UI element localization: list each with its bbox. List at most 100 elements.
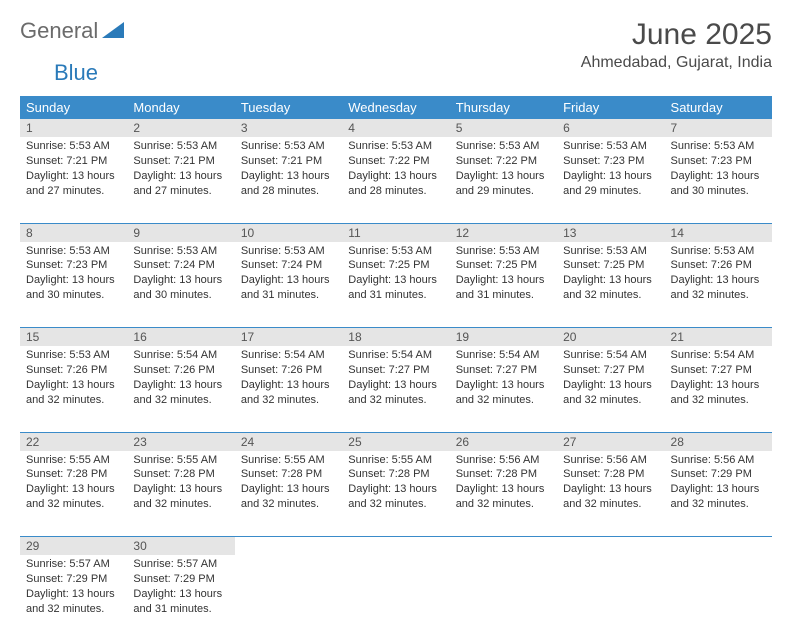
- day-number-cell: 17: [235, 328, 342, 347]
- day-number-cell: 21: [665, 328, 772, 347]
- day-number-cell: 6: [557, 119, 664, 137]
- weekday-header: Sunday: [20, 96, 127, 119]
- day-content-cell: Sunrise: 5:53 AMSunset: 7:24 PMDaylight:…: [235, 242, 342, 328]
- day-content-cell: [557, 555, 664, 641]
- day-content-cell: Sunrise: 5:54 AMSunset: 7:27 PMDaylight:…: [450, 346, 557, 432]
- day-content-cell: Sunrise: 5:53 AMSunset: 7:25 PMDaylight:…: [557, 242, 664, 328]
- day-details: Sunrise: 5:56 AMSunset: 7:28 PMDaylight:…: [450, 451, 557, 516]
- day-content-cell: Sunrise: 5:53 AMSunset: 7:21 PMDaylight:…: [235, 137, 342, 223]
- day-details: Sunrise: 5:54 AMSunset: 7:26 PMDaylight:…: [235, 346, 342, 411]
- day-number-cell: 18: [342, 328, 449, 347]
- weekday-header: Friday: [557, 96, 664, 119]
- day-number: 30: [127, 537, 234, 555]
- day-number: 3: [235, 119, 342, 137]
- day-details: Sunrise: 5:53 AMSunset: 7:26 PMDaylight:…: [665, 242, 772, 307]
- day-number: 26: [450, 433, 557, 451]
- day-number-cell: 4: [342, 119, 449, 137]
- day-number: 15: [20, 328, 127, 346]
- day-number: 8: [20, 224, 127, 242]
- day-content-cell: Sunrise: 5:53 AMSunset: 7:26 PMDaylight:…: [665, 242, 772, 328]
- day-details: Sunrise: 5:53 AMSunset: 7:23 PMDaylight:…: [557, 137, 664, 202]
- weekday-header: Wednesday: [342, 96, 449, 119]
- day-content-cell: Sunrise: 5:53 AMSunset: 7:23 PMDaylight:…: [20, 242, 127, 328]
- day-details: Sunrise: 5:55 AMSunset: 7:28 PMDaylight:…: [235, 451, 342, 516]
- day-details: Sunrise: 5:53 AMSunset: 7:22 PMDaylight:…: [342, 137, 449, 202]
- day-content-cell: Sunrise: 5:56 AMSunset: 7:28 PMDaylight:…: [557, 451, 664, 537]
- day-details: Sunrise: 5:53 AMSunset: 7:25 PMDaylight:…: [450, 242, 557, 307]
- daynum-row: 891011121314: [20, 223, 772, 242]
- day-details: Sunrise: 5:57 AMSunset: 7:29 PMDaylight:…: [127, 555, 234, 620]
- day-details: Sunrise: 5:53 AMSunset: 7:21 PMDaylight:…: [127, 137, 234, 202]
- day-content-cell: Sunrise: 5:55 AMSunset: 7:28 PMDaylight:…: [342, 451, 449, 537]
- day-number-cell: 15: [20, 328, 127, 347]
- day-number: 19: [450, 328, 557, 346]
- day-content-cell: Sunrise: 5:53 AMSunset: 7:26 PMDaylight:…: [20, 346, 127, 432]
- day-number-cell: 7: [665, 119, 772, 137]
- day-number-cell: 1: [20, 119, 127, 137]
- day-number-cell: 26: [450, 432, 557, 451]
- day-number-cell: 24: [235, 432, 342, 451]
- day-details: Sunrise: 5:55 AMSunset: 7:28 PMDaylight:…: [342, 451, 449, 516]
- daynum-row: 15161718192021: [20, 328, 772, 347]
- daycontent-row: Sunrise: 5:53 AMSunset: 7:21 PMDaylight:…: [20, 137, 772, 223]
- daycontent-row: Sunrise: 5:55 AMSunset: 7:28 PMDaylight:…: [20, 451, 772, 537]
- day-details: Sunrise: 5:56 AMSunset: 7:28 PMDaylight:…: [557, 451, 664, 516]
- day-details: Sunrise: 5:55 AMSunset: 7:28 PMDaylight:…: [20, 451, 127, 516]
- day-details: Sunrise: 5:53 AMSunset: 7:23 PMDaylight:…: [20, 242, 127, 307]
- day-number-cell: [557, 537, 664, 556]
- day-number-cell: [342, 537, 449, 556]
- day-details: Sunrise: 5:56 AMSunset: 7:29 PMDaylight:…: [665, 451, 772, 516]
- day-number: 25: [342, 433, 449, 451]
- day-content-cell: Sunrise: 5:53 AMSunset: 7:25 PMDaylight:…: [450, 242, 557, 328]
- day-content-cell: Sunrise: 5:54 AMSunset: 7:27 PMDaylight:…: [342, 346, 449, 432]
- day-number-cell: 28: [665, 432, 772, 451]
- day-number: 20: [557, 328, 664, 346]
- day-number-cell: 2: [127, 119, 234, 137]
- weekday-header: Tuesday: [235, 96, 342, 119]
- day-details: Sunrise: 5:53 AMSunset: 7:24 PMDaylight:…: [235, 242, 342, 307]
- day-details: Sunrise: 5:53 AMSunset: 7:21 PMDaylight:…: [235, 137, 342, 202]
- day-content-cell: Sunrise: 5:53 AMSunset: 7:25 PMDaylight:…: [342, 242, 449, 328]
- day-content-cell: Sunrise: 5:54 AMSunset: 7:26 PMDaylight:…: [127, 346, 234, 432]
- daycontent-row: Sunrise: 5:57 AMSunset: 7:29 PMDaylight:…: [20, 555, 772, 641]
- daynum-row: 1234567: [20, 119, 772, 137]
- day-number-cell: 30: [127, 537, 234, 556]
- day-number: 1: [20, 119, 127, 137]
- day-details: Sunrise: 5:54 AMSunset: 7:27 PMDaylight:…: [665, 346, 772, 411]
- title-block: June 2025 Ahmedabad, Gujarat, India: [581, 18, 772, 72]
- day-content-cell: Sunrise: 5:53 AMSunset: 7:22 PMDaylight:…: [342, 137, 449, 223]
- day-details: Sunrise: 5:54 AMSunset: 7:27 PMDaylight:…: [557, 346, 664, 411]
- day-number: 12: [450, 224, 557, 242]
- day-content-cell: Sunrise: 5:57 AMSunset: 7:29 PMDaylight:…: [127, 555, 234, 641]
- logo-text-blue: Blue: [54, 60, 98, 85]
- day-number: 5: [450, 119, 557, 137]
- location: Ahmedabad, Gujarat, India: [581, 54, 772, 72]
- day-number: 11: [342, 224, 449, 242]
- day-number: 14: [665, 224, 772, 242]
- day-number: 6: [557, 119, 664, 137]
- day-number: 29: [20, 537, 127, 555]
- weekday-header: Monday: [127, 96, 234, 119]
- day-number-cell: 29: [20, 537, 127, 556]
- weekday-header: Saturday: [665, 96, 772, 119]
- day-number: 24: [235, 433, 342, 451]
- day-number: 18: [342, 328, 449, 346]
- calendar-table: Sunday Monday Tuesday Wednesday Thursday…: [20, 96, 772, 641]
- day-details: Sunrise: 5:57 AMSunset: 7:29 PMDaylight:…: [20, 555, 127, 620]
- day-number: 10: [235, 224, 342, 242]
- day-number: 21: [665, 328, 772, 346]
- day-number-cell: 11: [342, 223, 449, 242]
- day-content-cell: Sunrise: 5:54 AMSunset: 7:27 PMDaylight:…: [665, 346, 772, 432]
- daycontent-row: Sunrise: 5:53 AMSunset: 7:23 PMDaylight:…: [20, 242, 772, 328]
- day-content-cell: Sunrise: 5:55 AMSunset: 7:28 PMDaylight:…: [235, 451, 342, 537]
- day-number: 28: [665, 433, 772, 451]
- day-number-cell: 10: [235, 223, 342, 242]
- day-details: Sunrise: 5:54 AMSunset: 7:27 PMDaylight:…: [342, 346, 449, 411]
- day-details: Sunrise: 5:53 AMSunset: 7:23 PMDaylight:…: [665, 137, 772, 202]
- weekday-header-row: Sunday Monday Tuesday Wednesday Thursday…: [20, 96, 772, 119]
- day-number-cell: 19: [450, 328, 557, 347]
- day-number: 13: [557, 224, 664, 242]
- day-number-cell: 13: [557, 223, 664, 242]
- day-details: Sunrise: 5:53 AMSunset: 7:21 PMDaylight:…: [20, 137, 127, 202]
- day-content-cell: Sunrise: 5:53 AMSunset: 7:24 PMDaylight:…: [127, 242, 234, 328]
